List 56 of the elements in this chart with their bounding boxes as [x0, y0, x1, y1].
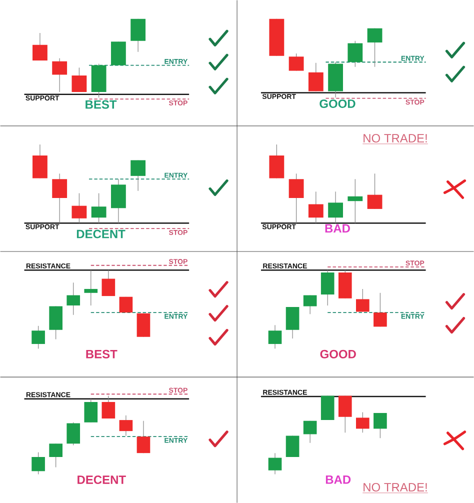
candlestick — [356, 288, 370, 312]
candlestick — [102, 270, 116, 296]
candlestick — [72, 67, 87, 92]
candlestick — [374, 292, 387, 327]
candlestick — [72, 192, 87, 224]
candlestick — [32, 326, 45, 349]
candlestick — [49, 306, 62, 340]
candlestick — [367, 28, 382, 68]
candlestick — [328, 191, 343, 224]
candlestick — [110, 41, 126, 66]
text: NO TRADE! — [364, 483, 427, 492]
candlestick — [367, 173, 382, 210]
candlestick — [32, 32, 48, 61]
candlestick — [32, 144, 48, 179]
candlestick — [49, 443, 62, 468]
candlestick — [268, 324, 282, 349]
candlestick — [130, 18, 146, 52]
candlestick — [130, 160, 146, 192]
candlestick — [348, 178, 363, 224]
candlestick — [136, 313, 150, 338]
candlestick — [348, 40, 363, 68]
text: GOOD — [320, 99, 356, 108]
candlestick — [102, 395, 116, 419]
candlestick — [303, 420, 317, 444]
candlestick — [286, 306, 300, 339]
candlestick — [338, 395, 352, 433]
candlestick — [308, 62, 324, 92]
candlestick — [84, 270, 98, 306]
candlestick — [303, 294, 317, 314]
candlestick — [288, 53, 304, 72]
candlestick — [66, 422, 80, 446]
text: DECENT — [78, 475, 126, 484]
candlestick — [288, 173, 304, 224]
candlestick — [84, 398, 98, 423]
candlestick — [286, 435, 300, 458]
candlestick — [32, 452, 45, 475]
candlestick — [52, 173, 68, 224]
candlestick — [269, 144, 284, 179]
text: BAD — [325, 224, 350, 233]
candlestick — [308, 191, 324, 224]
candlestick — [91, 192, 106, 224]
text: BEST — [86, 350, 118, 358]
candlestick — [66, 282, 80, 316]
candlestick — [52, 58, 68, 92]
candlestick — [320, 270, 334, 306]
text: GOOD — [320, 350, 356, 358]
candlestick — [110, 178, 126, 224]
candlestick — [136, 420, 150, 454]
candlestick — [356, 412, 370, 433]
text: DECENT — [76, 230, 126, 238]
text: BEST — [86, 100, 117, 109]
candlestick — [374, 412, 387, 438]
text: NO TRADE! — [364, 134, 427, 142]
candlestick — [119, 415, 133, 436]
candlestick — [268, 452, 282, 475]
text: BAD — [326, 475, 351, 484]
